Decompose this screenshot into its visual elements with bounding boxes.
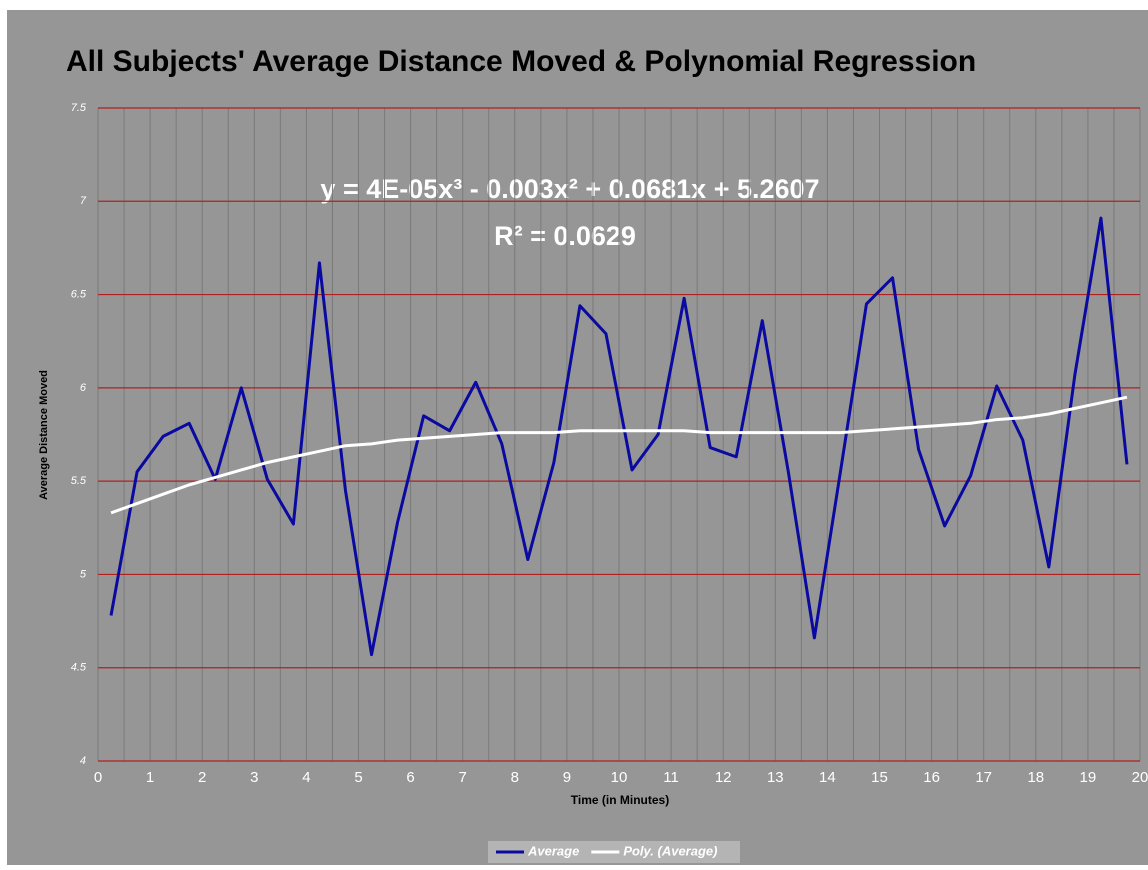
y-tick-label: 7.5 bbox=[71, 102, 87, 114]
x-tick-label: 4 bbox=[302, 769, 310, 786]
legend-label: Poly. (Average) bbox=[623, 843, 717, 858]
y-tick-label: 4.5 bbox=[71, 662, 87, 674]
x-tick-label: 16 bbox=[923, 769, 940, 786]
x-tick-label: 3 bbox=[250, 769, 258, 786]
x-tick-label: 15 bbox=[871, 769, 888, 786]
series-line bbox=[109, 216, 1129, 657]
x-tick-label: 7 bbox=[459, 769, 467, 786]
x-tick-label: 13 bbox=[767, 769, 784, 786]
y-tick-label: 6.5 bbox=[71, 288, 87, 300]
x-tick-label: 8 bbox=[511, 769, 519, 786]
x-tick-label: 11 bbox=[663, 769, 679, 786]
x-tick-label: 5 bbox=[354, 769, 362, 786]
x-tick-label: 17 bbox=[975, 769, 992, 786]
chart-title: All Subjects' Average Distance Moved & P… bbox=[66, 45, 976, 78]
chart-background bbox=[7, 10, 1148, 865]
y-tick-label: 5.5 bbox=[71, 475, 87, 487]
x-tick-label: 18 bbox=[1027, 769, 1044, 786]
x-tick-label: 9 bbox=[563, 769, 571, 786]
x-tick-label: 0 bbox=[94, 769, 102, 786]
equation: y = 4E-05x³ - 0.003x² + 0.0681x + 5.2607 bbox=[320, 174, 819, 204]
x-tick-label: 10 bbox=[611, 769, 628, 786]
y-tick-label: 7 bbox=[80, 195, 87, 207]
series-line bbox=[110, 395, 1128, 515]
x-tick-label: 19 bbox=[1080, 769, 1097, 786]
legend-label: Average bbox=[527, 843, 579, 858]
y-tick-label: 4 bbox=[80, 755, 86, 767]
y-axis-label: Average Distance Moved bbox=[38, 370, 50, 500]
x-tick-label: 1 bbox=[146, 769, 154, 786]
x-tick-label: 12 bbox=[715, 769, 732, 786]
x-tick-label: 20 bbox=[1132, 769, 1148, 786]
x-tick-label: 2 bbox=[198, 769, 206, 786]
r-squared: R² = 0.0629 bbox=[494, 221, 636, 251]
x-tick-label: 14 bbox=[819, 769, 836, 786]
x-tick-label: 6 bbox=[406, 769, 414, 786]
y-tick-label: 6 bbox=[80, 382, 87, 394]
y-tick-label: 5 bbox=[80, 568, 87, 580]
x-axis-label: Time (in Minutes) bbox=[571, 793, 669, 807]
